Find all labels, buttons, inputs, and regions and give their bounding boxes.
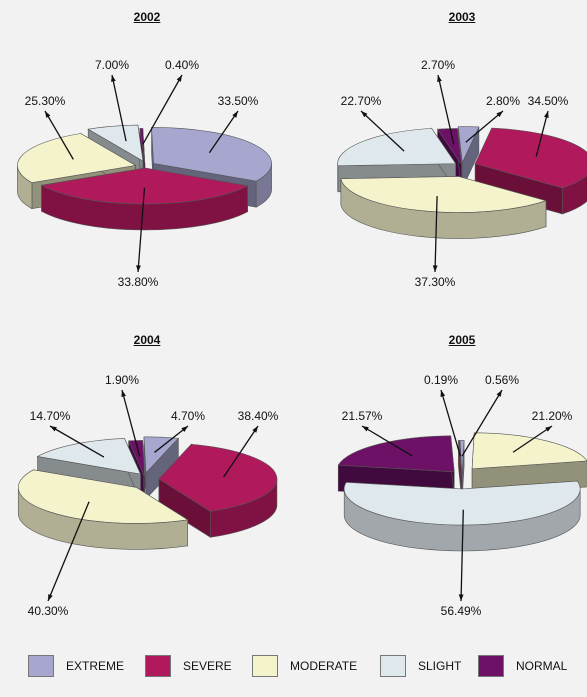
arrow-2004-slight — [49, 425, 105, 458]
data-label-2004-moderate: 40.30% — [28, 604, 69, 618]
data-label-2005-extreme: 0.56% — [485, 373, 519, 387]
legend-swatch-extreme — [28, 655, 54, 677]
legend-swatch-normal — [478, 655, 504, 677]
pie-chart-2003: 2.80% 34.50% 37.30% 22.70% 2.70% — [337, 58, 587, 289]
data-label-2002-normal: 0.40% — [165, 58, 199, 72]
arrowhead-2005-normal — [362, 426, 369, 432]
arrowhead-2004-moderate — [48, 594, 53, 601]
arrowhead-2002-normal — [176, 75, 182, 82]
data-label-2005-slight: 56.49% — [441, 604, 482, 618]
arrow-2004-normal — [121, 389, 141, 457]
arrowhead-2002-slight — [111, 75, 116, 82]
arrowhead-2005-severe — [440, 390, 446, 397]
legend-item-extreme: EXTREME — [28, 652, 124, 680]
arrow-2003-slight — [360, 110, 405, 152]
legend-swatch-moderate — [252, 655, 278, 677]
slice-2003-moderate — [340, 176, 548, 239]
arrow-2003-extreme — [465, 110, 504, 143]
data-label-2004-extreme: 4.70% — [171, 409, 205, 423]
arrow-2004-moderate — [47, 501, 90, 602]
slice-2004-moderate — [17, 469, 189, 550]
data-label-2004-normal: 1.90% — [105, 373, 139, 387]
arrow-2003-moderate — [434, 196, 438, 273]
data-label-2002-extreme: 33.50% — [218, 94, 259, 108]
legend-label-severe: SEVERE — [183, 659, 232, 673]
arrowhead-2002-moderate — [45, 111, 51, 118]
legend-label-slight: SLIGHT — [418, 659, 462, 673]
arrowhead-2003-severe — [544, 111, 549, 118]
data-label-2003-extreme: 2.80% — [486, 94, 520, 108]
data-label-2003-moderate: 37.30% — [415, 275, 456, 289]
arrow-2003-severe — [535, 110, 549, 157]
legend-label-moderate: MODERATE — [290, 659, 358, 673]
legend-item-severe: SEVERE — [145, 652, 232, 680]
pie-chart-2004: 4.70% 38.40% 40.30% 14.70% 1.90% — [17, 373, 279, 618]
arrow-2004-severe — [223, 425, 259, 478]
legend-label-normal: NORMAL — [516, 659, 568, 673]
arrowhead-2003-moderate — [432, 265, 438, 272]
arrowhead-2002-extreme — [232, 111, 238, 118]
arrow-2002-extreme — [208, 110, 239, 154]
slice-2005-slight — [343, 480, 581, 552]
chart-title-2005: 2005 — [448, 333, 476, 347]
arrowhead-2004-extreme — [181, 426, 188, 432]
arrow-2005-moderate — [512, 425, 553, 453]
arrow-2005-extreme — [461, 389, 503, 457]
arrowhead-2004-severe — [252, 426, 258, 433]
arrow-2002-slight — [111, 74, 127, 142]
arrow-2002-normal — [142, 74, 183, 145]
data-label-2002-slight: 7.00% — [95, 58, 129, 72]
slice-2004-severe — [158, 443, 278, 538]
legend-item-slight: SLIGHT — [380, 652, 461, 680]
arrow-2005-severe — [440, 389, 462, 457]
slice-2002-severe — [40, 167, 249, 231]
data-label-2002-severe: 33.80% — [118, 275, 159, 289]
data-label-2003-normal: 2.70% — [421, 58, 455, 72]
arrowhead-2004-normal — [121, 390, 127, 397]
legend: EXTREME SEVERE MODERATE SLIGHT NORMAL — [0, 652, 587, 682]
arrowhead-2005-moderate — [545, 426, 552, 432]
data-label-2003-slight: 22.70% — [341, 94, 382, 108]
chart-title-2002: 2002 — [133, 10, 161, 24]
arrowhead-2004-slight — [50, 426, 57, 432]
legend-label-extreme: EXTREME — [66, 659, 125, 673]
data-label-2005-severe: 0.19% — [424, 373, 458, 387]
arrowhead-2003-slight — [361, 111, 368, 118]
chart-title-2003: 2003 — [448, 10, 476, 24]
arrow-2004-extreme — [154, 425, 189, 453]
legend-item-moderate: MODERATE — [252, 652, 357, 680]
data-label-2004-slight: 14.70% — [30, 409, 71, 423]
arrow-2005-normal — [361, 425, 413, 457]
data-label-2005-moderate: 21.20% — [532, 409, 573, 423]
pie-chart-2002: 33.50% 33.80% 25.30% 7.00% 0.40% — [17, 58, 272, 289]
data-label-2005-normal: 21.57% — [342, 409, 383, 423]
data-label-2003-severe: 34.50% — [528, 94, 569, 108]
data-label-2004-severe: 38.40% — [238, 409, 279, 423]
arrowhead-2003-extreme — [496, 111, 503, 118]
arrow-2002-severe — [137, 187, 146, 273]
legend-item-normal: NORMAL — [478, 652, 567, 680]
legend-swatch-slight — [380, 655, 406, 677]
arrow-2003-normal — [437, 74, 455, 145]
arrowhead-2005-slight — [458, 594, 464, 601]
data-label-2002-moderate: 25.30% — [25, 94, 66, 108]
arrow-2002-moderate — [44, 110, 74, 160]
arrowhead-2005-extreme — [496, 390, 502, 397]
pie-chart-2005: 0.56% 21.20% 56.49% 21.57% 0.19% — [337, 373, 587, 618]
chart-title-2004: 2004 — [133, 333, 161, 347]
arrowhead-2002-severe — [136, 265, 141, 272]
legend-swatch-severe — [145, 655, 171, 677]
arrow-2005-slight — [460, 509, 464, 602]
arrowhead-2003-normal — [437, 75, 442, 82]
